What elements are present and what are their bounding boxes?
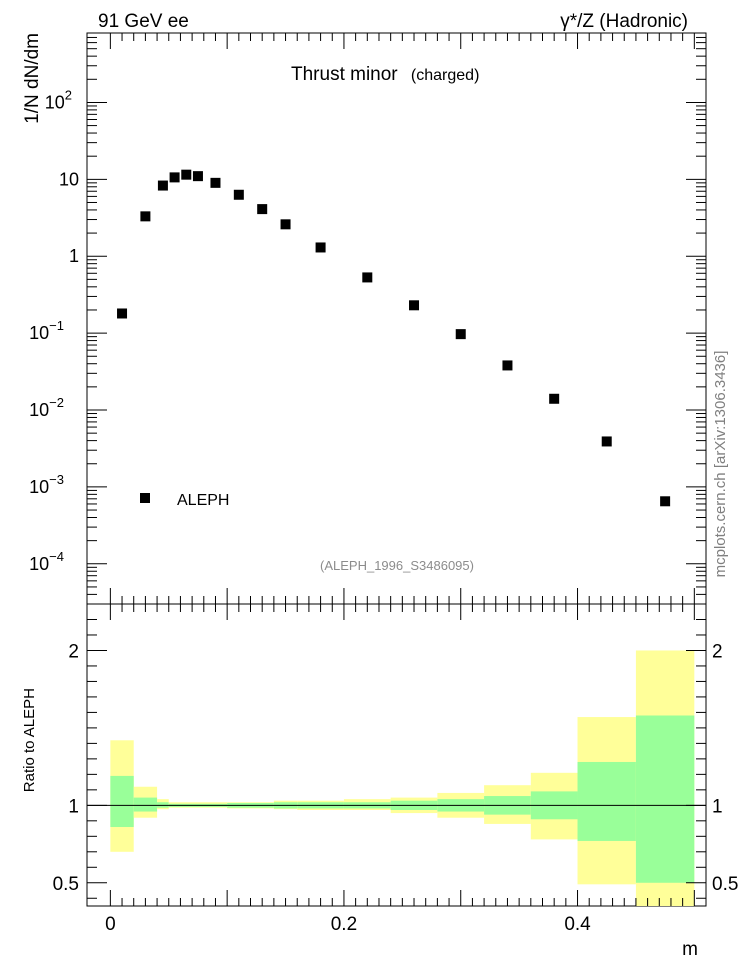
ratio-y-tick-label: 1 xyxy=(68,796,79,817)
ratio-stat-band xyxy=(577,761,636,841)
y-tick-label: 10−4 xyxy=(29,549,64,574)
y-tick-base: 10 xyxy=(29,400,49,420)
data-points xyxy=(117,169,671,507)
y-tick-exponent: −3 xyxy=(49,472,64,487)
x-tick-label: 0.4 xyxy=(564,914,591,935)
y-tick-label: 102 xyxy=(45,87,72,112)
ratio-stat-band xyxy=(110,775,134,828)
data-point xyxy=(192,171,203,182)
data-point xyxy=(257,204,268,215)
y-tick-exponent: −1 xyxy=(49,318,64,333)
legend-marker xyxy=(140,493,150,503)
header-left: 91 GeV ee xyxy=(98,11,189,32)
ratio-y-tick-label-right: 2 xyxy=(712,641,723,662)
y-tick-base: 10 xyxy=(29,477,49,497)
plot-title-sub: (charged) xyxy=(411,67,479,84)
y-tick-label: 10−1 xyxy=(29,318,64,343)
main-plot-frame xyxy=(86,32,707,605)
side-label: mcplots.cern.ch [arXiv:1306.3436] xyxy=(712,351,729,578)
data-point xyxy=(210,177,221,188)
data-point xyxy=(362,272,373,283)
data-point xyxy=(315,242,326,253)
y-tick-label: 10−3 xyxy=(29,472,64,497)
ratio-stat-band xyxy=(635,715,695,883)
y-tick-exponent: −2 xyxy=(49,395,64,410)
y-tick-exponent: 2 xyxy=(65,87,72,102)
ratio-y-axis-label: Ratio to ALEPH xyxy=(21,688,38,792)
data-point xyxy=(502,360,513,371)
data-point xyxy=(409,300,420,311)
x-tick-label: 0 xyxy=(105,914,116,935)
y-tick-base: 10 xyxy=(29,554,49,574)
y-tick-exponent: −4 xyxy=(49,549,64,564)
x-tick-label: 0.2 xyxy=(331,914,357,935)
data-point xyxy=(233,189,244,200)
analysis-annotation: (ALEPH_1996_S3486095) xyxy=(320,558,474,573)
legend-label: ALEPH xyxy=(177,492,229,509)
data-point xyxy=(549,393,560,404)
ratio-bands xyxy=(110,650,695,906)
ratio-plot-frame xyxy=(86,603,707,907)
y-tick-label: 10−2 xyxy=(29,395,64,420)
data-point xyxy=(181,169,192,180)
y-axis-label: 1/N dN/dm xyxy=(22,33,43,124)
data-point xyxy=(455,329,466,340)
x-axis-label: m xyxy=(682,939,698,960)
data-point xyxy=(157,180,168,191)
y-tick-label: 1 xyxy=(69,246,79,266)
data-point xyxy=(601,436,612,447)
ratio-y-tick-label-right: 0.5 xyxy=(712,874,738,895)
ratio-y-tick-label: 0.5 xyxy=(53,874,79,895)
ratio-axis-ticks: 0.5 0.5 1 1 2 2 0 0.2 0.4 xyxy=(53,603,738,935)
plot-title-main: Thrust minor xyxy=(291,64,398,85)
data-point xyxy=(169,172,180,183)
ratio-y-tick-label-right: 1 xyxy=(712,796,723,817)
plot-title: Thrust minor (charged) xyxy=(291,64,479,85)
y-tick-base: 10 xyxy=(29,323,49,343)
data-point xyxy=(660,496,671,507)
y-tick-base: 10 xyxy=(45,92,65,112)
ratio-stat-band xyxy=(133,797,158,812)
data-point xyxy=(117,308,128,319)
ratio-y-tick-label: 2 xyxy=(68,641,79,662)
data-point xyxy=(280,219,291,230)
header-right: γ*/Z (Hadronic) xyxy=(560,11,688,32)
y-tick-label: 10 xyxy=(59,169,79,189)
data-point xyxy=(140,211,151,222)
